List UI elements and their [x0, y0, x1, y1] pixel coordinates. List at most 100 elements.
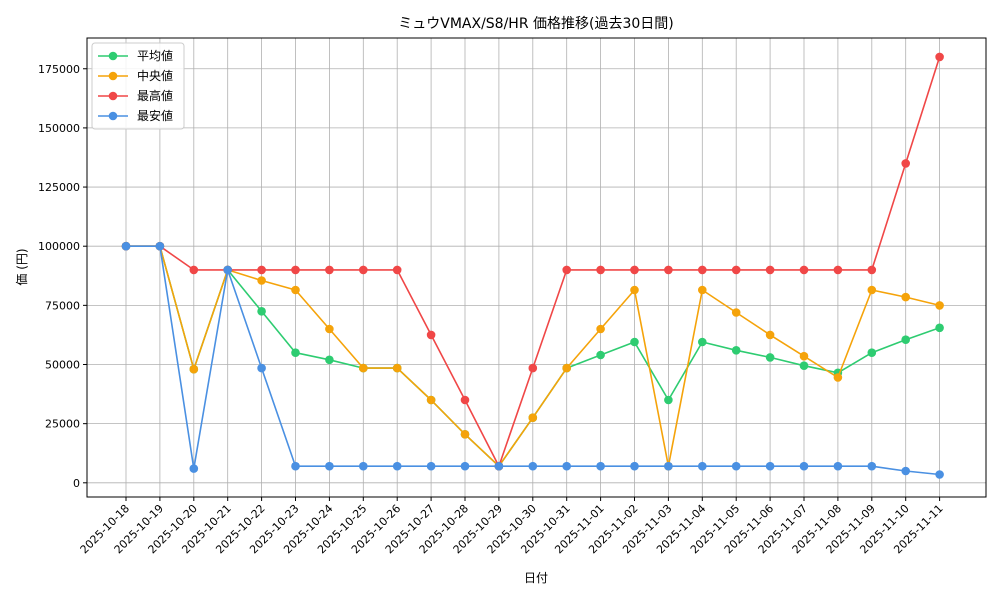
data-point	[223, 265, 232, 275]
data-point	[698, 461, 707, 471]
data-point	[901, 335, 910, 345]
data-point	[121, 241, 131, 251]
data-point	[562, 461, 571, 471]
x-axis-label: 日付	[524, 571, 548, 585]
data-point	[460, 430, 470, 439]
data-point	[935, 323, 944, 333]
data-point	[291, 348, 300, 358]
data-point	[325, 265, 334, 275]
data-point	[765, 330, 775, 340]
data-point	[867, 265, 877, 275]
data-point	[867, 348, 877, 358]
data-point	[189, 464, 199, 473]
plot-frame	[86, 37, 987, 498]
data-point	[731, 461, 741, 471]
data-point	[392, 461, 402, 471]
data-point	[291, 265, 300, 275]
data-point	[630, 265, 639, 275]
data-point	[630, 461, 639, 471]
series-4	[121, 241, 944, 479]
data-point	[799, 461, 809, 471]
legend-box	[91, 42, 185, 130]
data-point	[426, 330, 436, 340]
data-point	[359, 265, 368, 275]
data-point	[257, 363, 266, 373]
data-point	[528, 413, 538, 423]
series-layer	[121, 52, 944, 479]
y-axis-label: 価 (円)	[15, 248, 29, 285]
data-point	[799, 351, 809, 361]
y-tick-label: 175000	[38, 63, 80, 76]
data-point	[596, 461, 605, 471]
data-point	[562, 265, 571, 275]
data-point	[325, 461, 334, 471]
data-point	[731, 346, 741, 355]
data-point	[325, 324, 334, 334]
data-point	[901, 159, 910, 168]
data-point	[799, 265, 809, 275]
data-point	[630, 337, 639, 347]
data-point	[291, 285, 300, 295]
legend-marker	[108, 71, 118, 81]
data-point	[765, 461, 775, 471]
legend-label: 最高値	[137, 88, 173, 103]
data-point	[257, 307, 266, 316]
data-point	[392, 363, 402, 373]
data-point	[731, 265, 741, 275]
data-point	[765, 265, 775, 275]
data-point	[664, 461, 673, 471]
data-point	[155, 241, 165, 251]
data-point	[833, 373, 843, 382]
data-point	[189, 364, 199, 374]
data-point	[596, 265, 605, 275]
chart-title: ミュウVMAX/S8/HR 価格推移(過去30日間)	[398, 16, 674, 32]
data-point	[867, 461, 877, 471]
data-point	[867, 285, 877, 295]
y-tick-label: 150000	[38, 122, 80, 135]
data-point	[325, 355, 334, 365]
data-point	[935, 470, 944, 479]
legend-item: 最高値	[98, 88, 173, 103]
data-point	[359, 461, 368, 471]
legend-marker	[108, 51, 118, 61]
data-point	[528, 363, 538, 373]
data-point	[833, 265, 843, 275]
legend-label: 最安値	[137, 108, 173, 123]
y-axis-ticks: 0 25000 50000 75000 100000 125000 150000 175000	[38, 63, 87, 490]
data-point	[460, 395, 470, 405]
legend-label: 平均値	[137, 48, 173, 63]
data-point	[765, 353, 775, 362]
data-point	[189, 265, 199, 275]
legend-marker	[108, 91, 118, 101]
data-point	[257, 276, 266, 285]
data-point	[664, 395, 673, 405]
data-point	[392, 265, 402, 275]
legend-label: 中央値	[137, 68, 173, 83]
data-point	[799, 361, 809, 371]
data-point	[291, 461, 300, 471]
data-point	[494, 461, 504, 471]
data-point	[359, 363, 368, 373]
y-tick-label: 50000	[45, 359, 80, 372]
legend-item: 平均値	[98, 48, 173, 63]
data-point	[935, 52, 944, 62]
data-point	[901, 292, 910, 302]
data-point	[596, 350, 605, 360]
y-tick-label: 75000	[45, 299, 80, 312]
y-tick-label: 25000	[45, 418, 80, 431]
data-point	[935, 301, 944, 310]
data-point	[901, 466, 910, 476]
legend-item: 最安値	[98, 108, 173, 123]
data-point	[630, 285, 639, 295]
data-point	[698, 285, 707, 295]
data-point	[426, 395, 436, 405]
data-point	[731, 308, 741, 317]
legend-item: 中央値	[98, 68, 173, 83]
data-point	[664, 265, 673, 275]
data-point	[426, 461, 436, 471]
data-point	[562, 363, 571, 373]
data-point	[698, 265, 707, 275]
y-tick-label: 100000	[38, 240, 80, 253]
